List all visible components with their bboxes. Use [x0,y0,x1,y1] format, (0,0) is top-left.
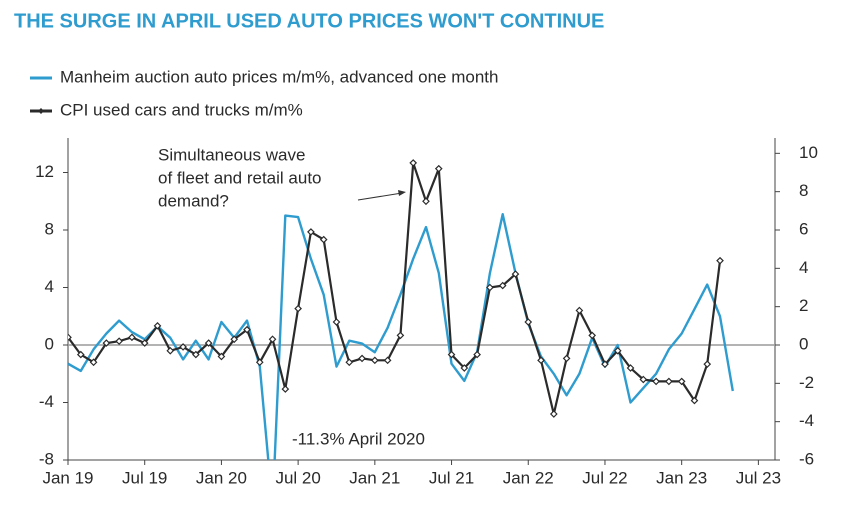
y2-tick-label: -6 [799,449,814,468]
point-marker [217,352,226,361]
chart-title: THE SURGE IN APRIL USED AUTO PRICES WON'… [14,10,604,32]
series-line [68,213,734,460]
x-tick-label: Jul 19 [122,468,167,487]
point-marker [140,339,149,347]
point-marker [345,358,354,367]
point-marker [128,333,136,342]
point-marker [383,356,392,365]
y-tick-label: 8 [45,219,54,238]
point-marker [549,410,558,418]
x-tick-label: Jul 21 [429,468,474,487]
annotation: demand? [158,191,229,210]
point-marker [294,304,302,313]
y2-tick-label: -4 [799,411,814,430]
y2-tick-label: -2 [799,373,814,392]
x-tick-label: Jul 22 [582,468,627,487]
point-marker [153,321,162,330]
x-tick-label: Jan 19 [42,468,93,487]
point-marker [166,346,175,355]
point-marker [102,339,111,347]
annotation: Simultaneous wave [158,145,305,164]
x-tick-label: Jan 20 [196,468,247,487]
point-marker [575,306,584,315]
point-marker [677,377,686,386]
x-tick-label: Jan 21 [349,468,400,487]
x-tick-label: Jan 23 [656,468,707,487]
y2-tick-label: 6 [799,219,808,238]
y2-tick-label: 4 [799,258,808,277]
point-marker [524,318,533,326]
point-marker [511,270,520,278]
point-marker [204,339,213,347]
point-marker [281,385,290,393]
point-marker [191,350,200,359]
annotation: of fleet and retail auto [158,168,322,187]
point-marker [230,335,239,344]
point-marker [89,358,98,367]
point-marker [652,377,660,386]
point-marker [498,281,507,290]
point-marker [601,360,609,369]
annotation-arrow [357,192,403,201]
point-marker [703,360,712,369]
y2-tick-label: 0 [799,334,808,353]
point-marker [307,228,315,236]
x-tick-label: Jan 22 [503,468,554,487]
point-marker [626,364,635,372]
legend-label: CPI used cars and trucks m/m% [60,100,303,119]
point-marker [716,256,724,265]
point-marker [243,325,251,334]
x-tick-label: Jul 23 [736,468,781,487]
y2-tick-label: 2 [799,296,808,315]
point-marker [358,354,366,363]
point-marker [562,354,571,363]
y-tick-label: 4 [45,277,54,296]
point-marker [370,356,379,365]
point-marker [588,331,597,340]
plot-area [68,159,734,460]
y-tick-label: -4 [39,392,54,411]
point-marker [115,337,123,346]
x-tick-label: Jul 20 [275,468,320,487]
point-marker [396,331,405,340]
point-marker [537,356,545,365]
point-marker [473,350,481,359]
point-marker [319,235,328,244]
y-tick-label: 0 [45,334,54,353]
point-marker [434,164,443,173]
point-marker [68,333,72,342]
point-marker [486,283,494,292]
point-marker [447,350,456,359]
point-marker [665,377,673,386]
series-line [68,161,722,416]
point-marker [613,346,622,355]
point-marker [268,335,277,344]
point-marker [422,197,430,206]
annotation: -11.3% April 2020 [292,429,425,448]
point-marker [460,364,469,372]
annotation-arrowhead [398,190,406,196]
y-tick-label: 12 [35,162,54,181]
point-marker [76,350,85,359]
point-marker [409,159,418,167]
legend-marker [38,108,44,114]
y2-tick-label: 10 [799,143,818,162]
point-marker [639,375,648,384]
point-marker [690,396,699,405]
point-marker [179,343,187,351]
point-marker [332,318,341,326]
point-marker [255,358,264,367]
y-tick-label: -8 [39,449,54,468]
legend-label: Manheim auction auto prices m/m%, advanc… [60,67,498,86]
y2-tick-label: 8 [799,181,808,200]
